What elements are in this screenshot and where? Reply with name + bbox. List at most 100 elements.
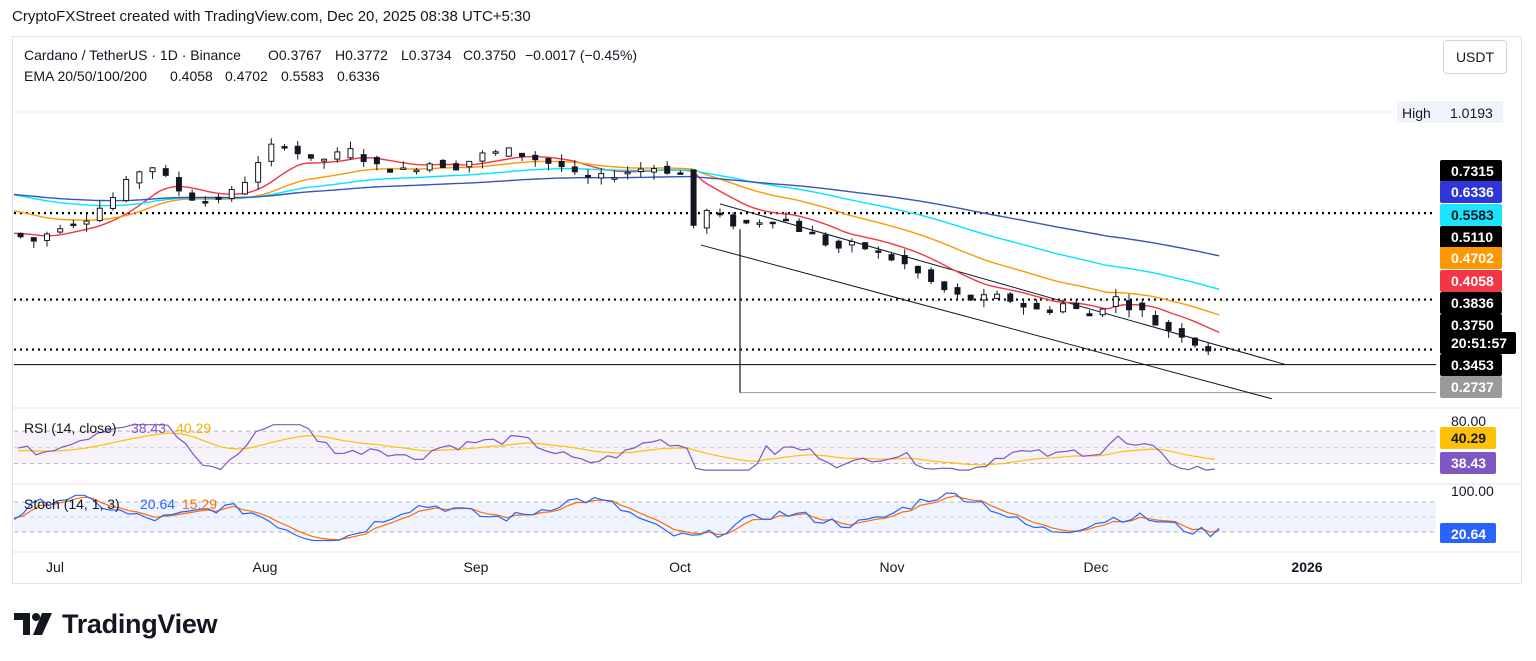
candle-down xyxy=(307,154,314,159)
price-tag-bg xyxy=(1440,181,1502,203)
rsi-ma-tag-text: 40.29 xyxy=(1451,430,1486,446)
candle-up xyxy=(413,169,420,173)
candle-up xyxy=(994,293,1001,299)
stoch-k-tag-text: 20.64 xyxy=(1451,526,1486,542)
price-tag-bg xyxy=(1440,204,1502,226)
price-tag-bg xyxy=(1440,247,1502,269)
candle-down xyxy=(664,165,671,174)
candle-down xyxy=(1007,293,1014,302)
candle-up xyxy=(624,171,631,175)
stoch-d-line xyxy=(13,495,1220,541)
price-pane[interactable] xyxy=(12,111,1522,553)
rsi-tag-text: 38.43 xyxy=(1451,455,1486,471)
candle-down xyxy=(914,265,921,274)
rsi-line xyxy=(18,424,1215,471)
candle-up xyxy=(1060,303,1067,313)
candle-down xyxy=(1086,313,1093,317)
candle-down xyxy=(730,214,737,227)
candle-down xyxy=(1073,302,1080,310)
candle-down xyxy=(1046,309,1053,313)
candle-down xyxy=(585,174,592,178)
candle-down xyxy=(1205,346,1212,352)
candle-up xyxy=(426,163,433,171)
chart-frame[interactable] xyxy=(12,36,1522,584)
candle-down xyxy=(1139,302,1146,311)
chart-caption: CryptoFXStreet created with TradingView.… xyxy=(12,8,531,25)
candle-up xyxy=(479,152,486,162)
candle-up xyxy=(43,233,50,241)
stoch-level-100: 100.00 xyxy=(1451,483,1494,499)
candle-up xyxy=(136,171,143,184)
candle-down xyxy=(862,242,869,250)
candle-down xyxy=(1152,315,1159,326)
candle-down xyxy=(30,237,37,242)
stoch-pane[interactable]: 20.64 xyxy=(13,492,1496,543)
candle-down xyxy=(901,254,908,265)
candle-down xyxy=(281,146,288,149)
candle-up xyxy=(980,294,987,301)
candle-down xyxy=(532,154,539,161)
ema20-value: 0.4058 xyxy=(170,68,213,84)
stoch-d-value-text: 15.29 xyxy=(182,496,217,512)
candle-down xyxy=(439,159,446,168)
rsi-tag-bg xyxy=(1440,452,1496,474)
candle-up xyxy=(703,209,710,229)
rsi-pane[interactable]: 40.29 38.43 xyxy=(14,424,1496,474)
candle-up xyxy=(228,188,235,199)
candle-down xyxy=(954,287,961,295)
price-tag-bg xyxy=(1440,226,1502,248)
candle-down xyxy=(1178,328,1185,338)
candle-up xyxy=(505,147,512,157)
tradingview-logo-icon xyxy=(14,613,52,635)
high-marker-label: High xyxy=(1402,105,1431,121)
candle-up xyxy=(466,160,473,168)
tradingview-logo[interactable]: TradingView xyxy=(14,607,218,641)
candle-down xyxy=(1165,321,1172,331)
time-axis-label: Dec xyxy=(1084,559,1109,575)
ema100-value: 0.5583 xyxy=(281,68,324,84)
price-tag-text: 0.4702 xyxy=(1451,250,1494,266)
ohlc-close: C0.3750 xyxy=(463,47,516,63)
candle-down xyxy=(189,192,196,201)
price-tag-text: 0.7315 xyxy=(1451,163,1494,179)
candle-down xyxy=(294,145,301,155)
candle-up xyxy=(400,167,407,170)
ohlc-open: O0.3767 xyxy=(268,47,322,63)
candle-down xyxy=(967,294,974,301)
candle-up xyxy=(57,228,64,233)
candle-down xyxy=(1020,302,1027,308)
candle-down xyxy=(70,223,77,227)
candle-up xyxy=(96,207,103,222)
candle-down xyxy=(941,281,948,291)
candle-down xyxy=(387,168,394,173)
candle-down xyxy=(360,154,367,162)
time-axis[interactable]: Jul Aug Sep Oct Nov Dec 2026 xyxy=(46,559,1323,575)
ema50-line xyxy=(13,160,1220,316)
currency-button[interactable]: USDT xyxy=(1443,40,1507,74)
candle-down xyxy=(1126,300,1133,311)
candle-up xyxy=(268,143,275,162)
ema200-value: 0.6336 xyxy=(337,68,380,84)
price-tag-bg xyxy=(1440,270,1502,292)
candle-down xyxy=(928,269,935,282)
candle-down xyxy=(373,157,380,165)
ohlc-high: H0.3772 xyxy=(335,47,388,63)
candle-up xyxy=(611,177,618,180)
candle-up xyxy=(321,158,328,162)
candle-up xyxy=(848,241,855,246)
candle-up xyxy=(149,167,156,173)
price-axis[interactable]: 0.7315 0.6336 0.5583 0.5110 0.4702 0.4058 0.38… xyxy=(1440,160,1516,398)
candle-up xyxy=(650,168,657,173)
candle-up xyxy=(347,148,354,159)
time-axis-label: Oct xyxy=(669,559,691,575)
ohlc-change: −0.0017 (−0.45%) xyxy=(525,47,637,63)
rsi-level-80: 80.00 xyxy=(1451,413,1486,429)
price-tag-text: 0.3836 xyxy=(1451,295,1494,311)
candle-up xyxy=(123,178,130,202)
time-axis-label: 2026 xyxy=(1291,559,1322,575)
candle-down xyxy=(690,169,697,226)
candle-down xyxy=(175,177,182,192)
candle-down xyxy=(453,163,460,171)
candle-down xyxy=(743,219,750,224)
